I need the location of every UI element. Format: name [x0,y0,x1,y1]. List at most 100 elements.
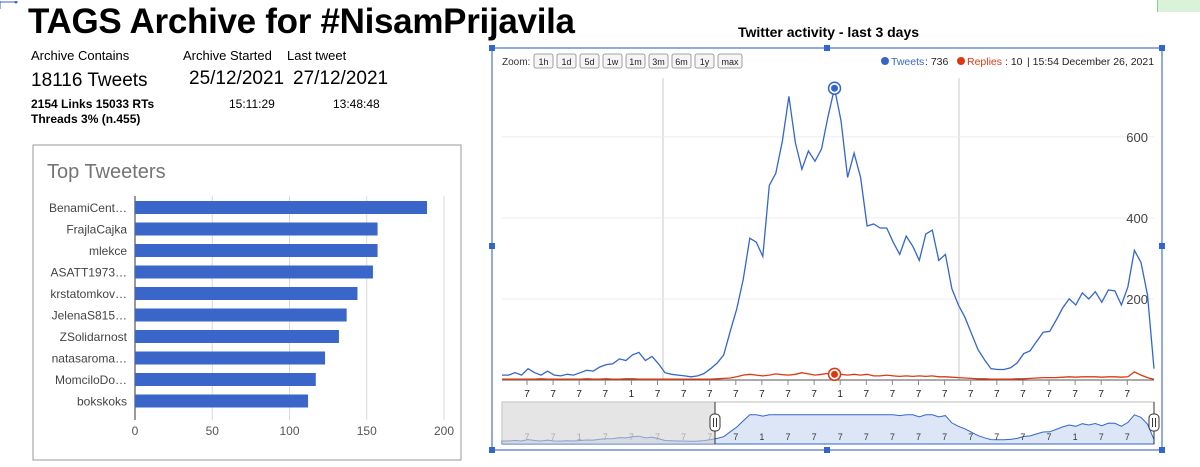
x-tick-label: 7 [1125,389,1131,400]
navigator-tick-label: 7 [524,432,529,442]
bar-category-label: MomciloDo… [55,373,127,387]
tweets-legend-label: Tweets [891,56,924,68]
bar-x-tick: 150 [357,424,377,438]
x-tick-label: 7 [733,389,739,400]
bar-9 [135,394,309,408]
activity-chart-title: Twitter activity - last 3 days [738,24,920,40]
bar-category-label: krstatomkov… [50,287,127,301]
zoom-button-label: 3m [652,57,665,67]
navigator-tick-label: 7 [838,432,843,442]
tweets-total: 18116 Tweets [31,70,148,91]
resize-handle [489,447,495,453]
resize-handle [1159,45,1165,51]
bar-category-label: JelenaS815… [52,309,127,323]
corner-tab [1157,0,1200,12]
page-title: TAGS Archive for #NisamPrijavila [28,2,575,41]
zoom-button-3m[interactable]: 3m [648,53,669,69]
zoom-button-5d[interactable]: 5d [579,53,600,69]
resize-handle [489,45,495,51]
x-tick-label: 7 [994,389,1000,400]
zoom-button-label: 1d [561,57,571,67]
zoom-button-1d[interactable]: 1d [556,53,577,69]
resize-handle [824,447,830,453]
bar-4 [135,287,358,300]
navigator-tick-label: 1 [1073,432,1078,442]
started-date: 25/12/2021 [189,68,285,89]
zoom-button-max[interactable]: max [717,53,743,69]
bar-category-label: ASATT1973… [51,266,127,280]
x-tick-label: 7 [968,389,974,400]
links-rts: 2154 Links 15033 RTs [31,97,155,111]
x-tick-label: 7 [707,389,713,400]
y-tick-label: 600 [1126,130,1148,145]
zoom-button-1h[interactable]: 1h [533,53,554,69]
bar-1 [135,222,378,236]
bar-x-tick: 100 [279,424,299,438]
x-tick-label: 7 [524,389,530,400]
x-tick-label: 1 [837,389,843,400]
navigator-tick-label: 7 [707,432,712,442]
x-tick-label: 7 [864,389,870,400]
x-tick-label: 7 [655,389,661,400]
x-tick-label: 1 [629,389,635,400]
top-tweeters-chart: Top Tweeters BenamiCent… FrajlaCajka mlekc… [32,144,462,461]
zoom-button-6m[interactable]: 6m [671,53,692,69]
x-tick-label: 7 [811,389,817,400]
bar-category-label: natasaroma… [52,352,127,366]
y-tick-label: 200 [1126,292,1148,307]
navigator-tick-label: 7 [1020,432,1025,442]
navigator-tick-label: 7 [994,432,999,442]
bar-3 [135,265,373,279]
x-tick-label: 7 [890,389,896,400]
threads-stat: Threads 3% (n.455) [31,112,141,126]
chart-frame [32,144,462,461]
x-tick-label: 7 [942,389,948,400]
navigator-tick-label: 7 [733,432,738,442]
zoom-button-label: 6m [675,57,688,67]
zoom-button-1y[interactable]: 1y [694,53,715,69]
navigator-tick-label: 7 [655,432,660,442]
navigator-tick-label: 1 [577,432,582,442]
navigator-tick-label: 7 [1046,432,1051,442]
legend-date: | 15:54 December 26, 2021 [1027,56,1154,68]
chart-title: Top Tweeters [47,161,166,183]
bar-category-label: mlekce [89,244,127,258]
navigator-tick-label: 7 [629,432,634,442]
last-tweet-label: Last tweet [287,48,347,63]
navigator-tick-label: 7 [890,432,895,442]
bar-category-label: BenamiCent… [49,201,127,215]
zoom-button-label: 1h [538,57,548,67]
navigator-tick-label: 1 [759,432,764,442]
x-tick-label: 7 [576,389,582,400]
x-tick-label: 7 [916,389,922,400]
zoom-button-1m[interactable]: 1m [625,53,646,69]
bar-6 [135,330,339,343]
twitter-activity-chart: Zoom: 1h 1d 5d 1w 1m 3m 6m 1y max Tweets: 736 Rep… [489,45,1165,453]
corner-marker [0,0,18,12]
navigator-tick-label: 7 [551,432,556,442]
replies-legend-label: Replies [967,56,1002,68]
bar-0 [135,201,428,214]
navigator-tick-label: 7 [968,432,973,442]
bar-category-label: bokskoks [77,395,127,409]
series-line-tweets [502,88,1155,378]
navigator-handle-left[interactable] [709,413,721,432]
bar-x-tick: 50 [206,424,220,438]
resize-handle [1159,447,1165,453]
highlight-point [831,370,839,378]
navigator-tick-label: 7 [1099,432,1104,442]
navigator-tick-label: 7 [916,432,921,442]
bar-5 [135,308,347,322]
bar-x-tick: 0 [132,424,139,438]
bar-8 [135,373,316,386]
zoom-button-label: 1m [629,57,642,67]
replies-legend-dot [957,57,965,65]
started-time: 15:11:29 [229,97,275,111]
navigator-tick-label: 7 [864,432,869,442]
zoom-button-1w[interactable]: 1w [602,53,623,69]
navigator-tick-label: 7 [942,432,947,442]
navigator-handle-right[interactable] [1148,413,1160,432]
bar-7 [135,351,326,365]
x-tick-label: 7 [1020,389,1026,400]
bar-x-tick: 200 [434,424,454,438]
